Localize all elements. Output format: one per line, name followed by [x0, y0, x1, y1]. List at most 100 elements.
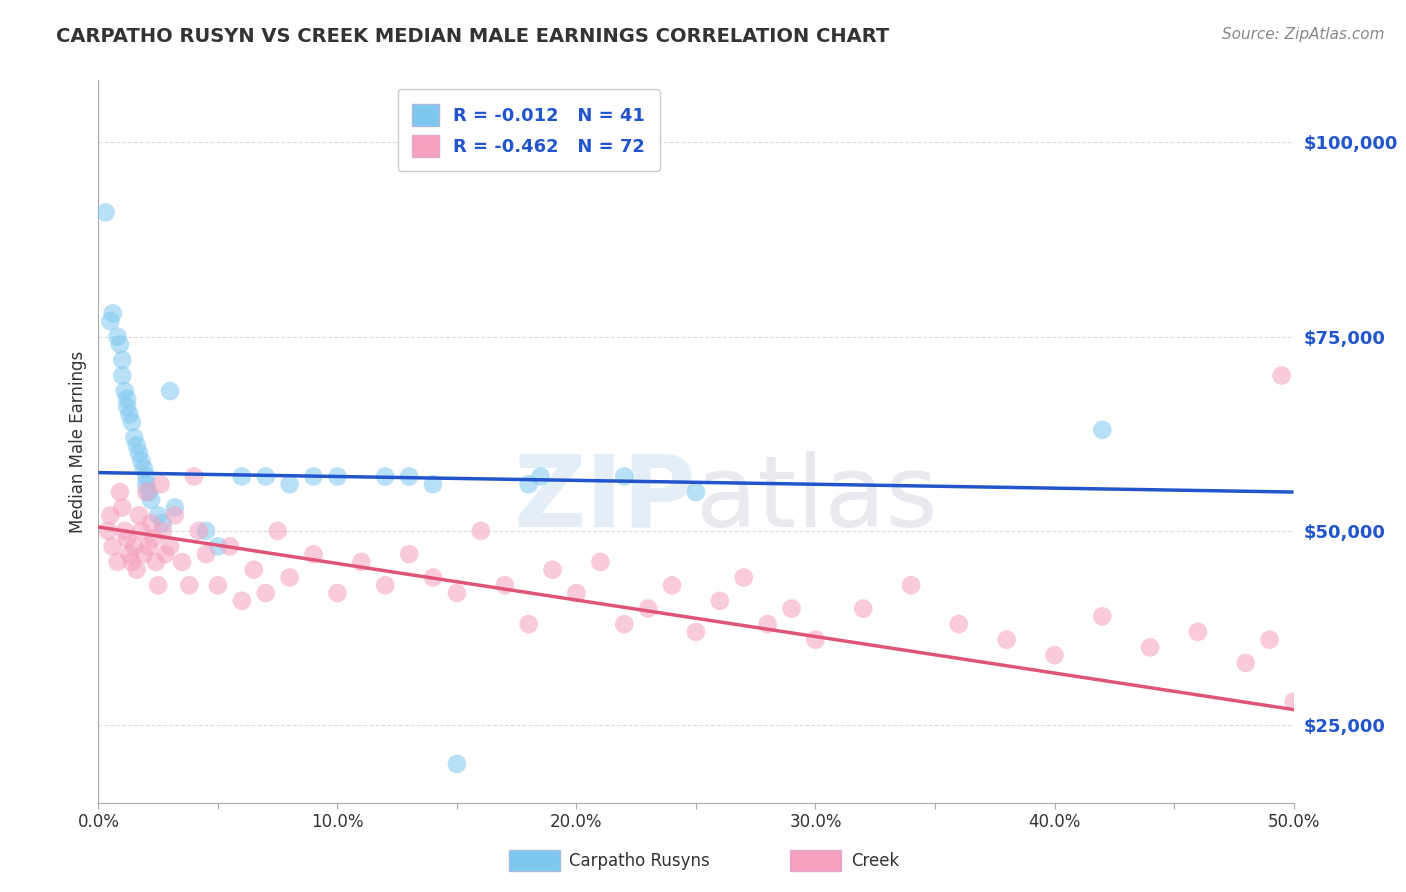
- Point: [121, 555, 143, 569]
- Point: [139, 492, 162, 507]
- Point: [148, 578, 170, 592]
- Point: [422, 570, 444, 584]
- Point: [243, 563, 266, 577]
- Point: [398, 469, 420, 483]
- Point: [148, 508, 170, 523]
- Point: [159, 384, 181, 398]
- Point: [900, 578, 922, 592]
- Point: [517, 617, 540, 632]
- Text: Source: ZipAtlas.com: Source: ZipAtlas.com: [1222, 27, 1385, 42]
- Point: [446, 586, 468, 600]
- Point: [108, 485, 131, 500]
- Point: [101, 306, 124, 320]
- Point: [107, 555, 129, 569]
- Point: [613, 469, 636, 483]
- Point: [422, 477, 444, 491]
- Point: [1271, 368, 1294, 383]
- Point: [709, 594, 731, 608]
- Point: [138, 485, 160, 500]
- Point: [267, 524, 290, 538]
- Point: [852, 601, 875, 615]
- Point: [111, 368, 134, 383]
- Point: [637, 601, 659, 615]
- Text: ZIP: ZIP: [513, 450, 696, 548]
- Point: [804, 632, 827, 647]
- Point: [183, 469, 205, 483]
- Point: [179, 578, 201, 592]
- Point: [108, 337, 131, 351]
- Point: [1043, 648, 1066, 663]
- Point: [219, 540, 242, 554]
- Legend: R = -0.012   N = 41, R = -0.462   N = 72: R = -0.012 N = 41, R = -0.462 N = 72: [398, 89, 659, 171]
- Point: [115, 400, 138, 414]
- Text: Carpatho Rusyns: Carpatho Rusyns: [569, 852, 710, 870]
- Point: [446, 756, 468, 771]
- Point: [118, 547, 141, 561]
- Point: [195, 547, 218, 561]
- Point: [101, 540, 124, 554]
- Point: [187, 524, 209, 538]
- Point: [135, 469, 157, 483]
- Point: [152, 524, 174, 538]
- Point: [470, 524, 492, 538]
- Point: [131, 524, 153, 538]
- Point: [326, 469, 349, 483]
- Point: [278, 570, 301, 584]
- Point: [1091, 423, 1114, 437]
- Point: [149, 477, 172, 491]
- Point: [207, 578, 229, 592]
- Point: [98, 314, 122, 328]
- Point: [995, 632, 1018, 647]
- Point: [107, 329, 129, 343]
- Text: CARPATHO RUSYN VS CREEK MEDIAN MALE EARNINGS CORRELATION CHART: CARPATHO RUSYN VS CREEK MEDIAN MALE EARN…: [56, 27, 890, 45]
- Point: [494, 578, 516, 592]
- Point: [1282, 695, 1305, 709]
- Point: [132, 461, 155, 475]
- Point: [278, 477, 301, 491]
- Point: [1139, 640, 1161, 655]
- Point: [1258, 632, 1281, 647]
- Point: [195, 524, 218, 538]
- Point: [589, 555, 612, 569]
- Point: [139, 516, 162, 530]
- Point: [135, 485, 157, 500]
- Point: [138, 540, 160, 554]
- Point: [948, 617, 970, 632]
- Point: [685, 485, 707, 500]
- Point: [132, 547, 155, 561]
- Point: [326, 586, 349, 600]
- Point: [163, 508, 186, 523]
- Point: [302, 547, 325, 561]
- Point: [172, 555, 194, 569]
- Point: [398, 547, 420, 561]
- Point: [97, 524, 120, 538]
- Point: [254, 586, 277, 600]
- Point: [128, 446, 150, 460]
- Point: [685, 624, 707, 639]
- Text: Creek: Creek: [851, 852, 898, 870]
- Point: [94, 205, 117, 219]
- Point: [163, 500, 186, 515]
- Point: [1091, 609, 1114, 624]
- Point: [115, 392, 138, 406]
- Point: [565, 586, 588, 600]
- Point: [128, 508, 150, 523]
- Point: [115, 532, 138, 546]
- Point: [231, 594, 253, 608]
- Point: [159, 540, 181, 554]
- Point: [1187, 624, 1209, 639]
- Point: [780, 601, 803, 615]
- Point: [125, 438, 148, 452]
- Point: [613, 617, 636, 632]
- Point: [350, 555, 373, 569]
- Point: [114, 384, 136, 398]
- Point: [125, 563, 148, 577]
- Point: [733, 570, 755, 584]
- Point: [111, 500, 134, 515]
- Point: [517, 477, 540, 491]
- Point: [114, 524, 136, 538]
- Point: [111, 353, 134, 368]
- Point: [541, 563, 564, 577]
- Point: [121, 415, 143, 429]
- Point: [374, 469, 396, 483]
